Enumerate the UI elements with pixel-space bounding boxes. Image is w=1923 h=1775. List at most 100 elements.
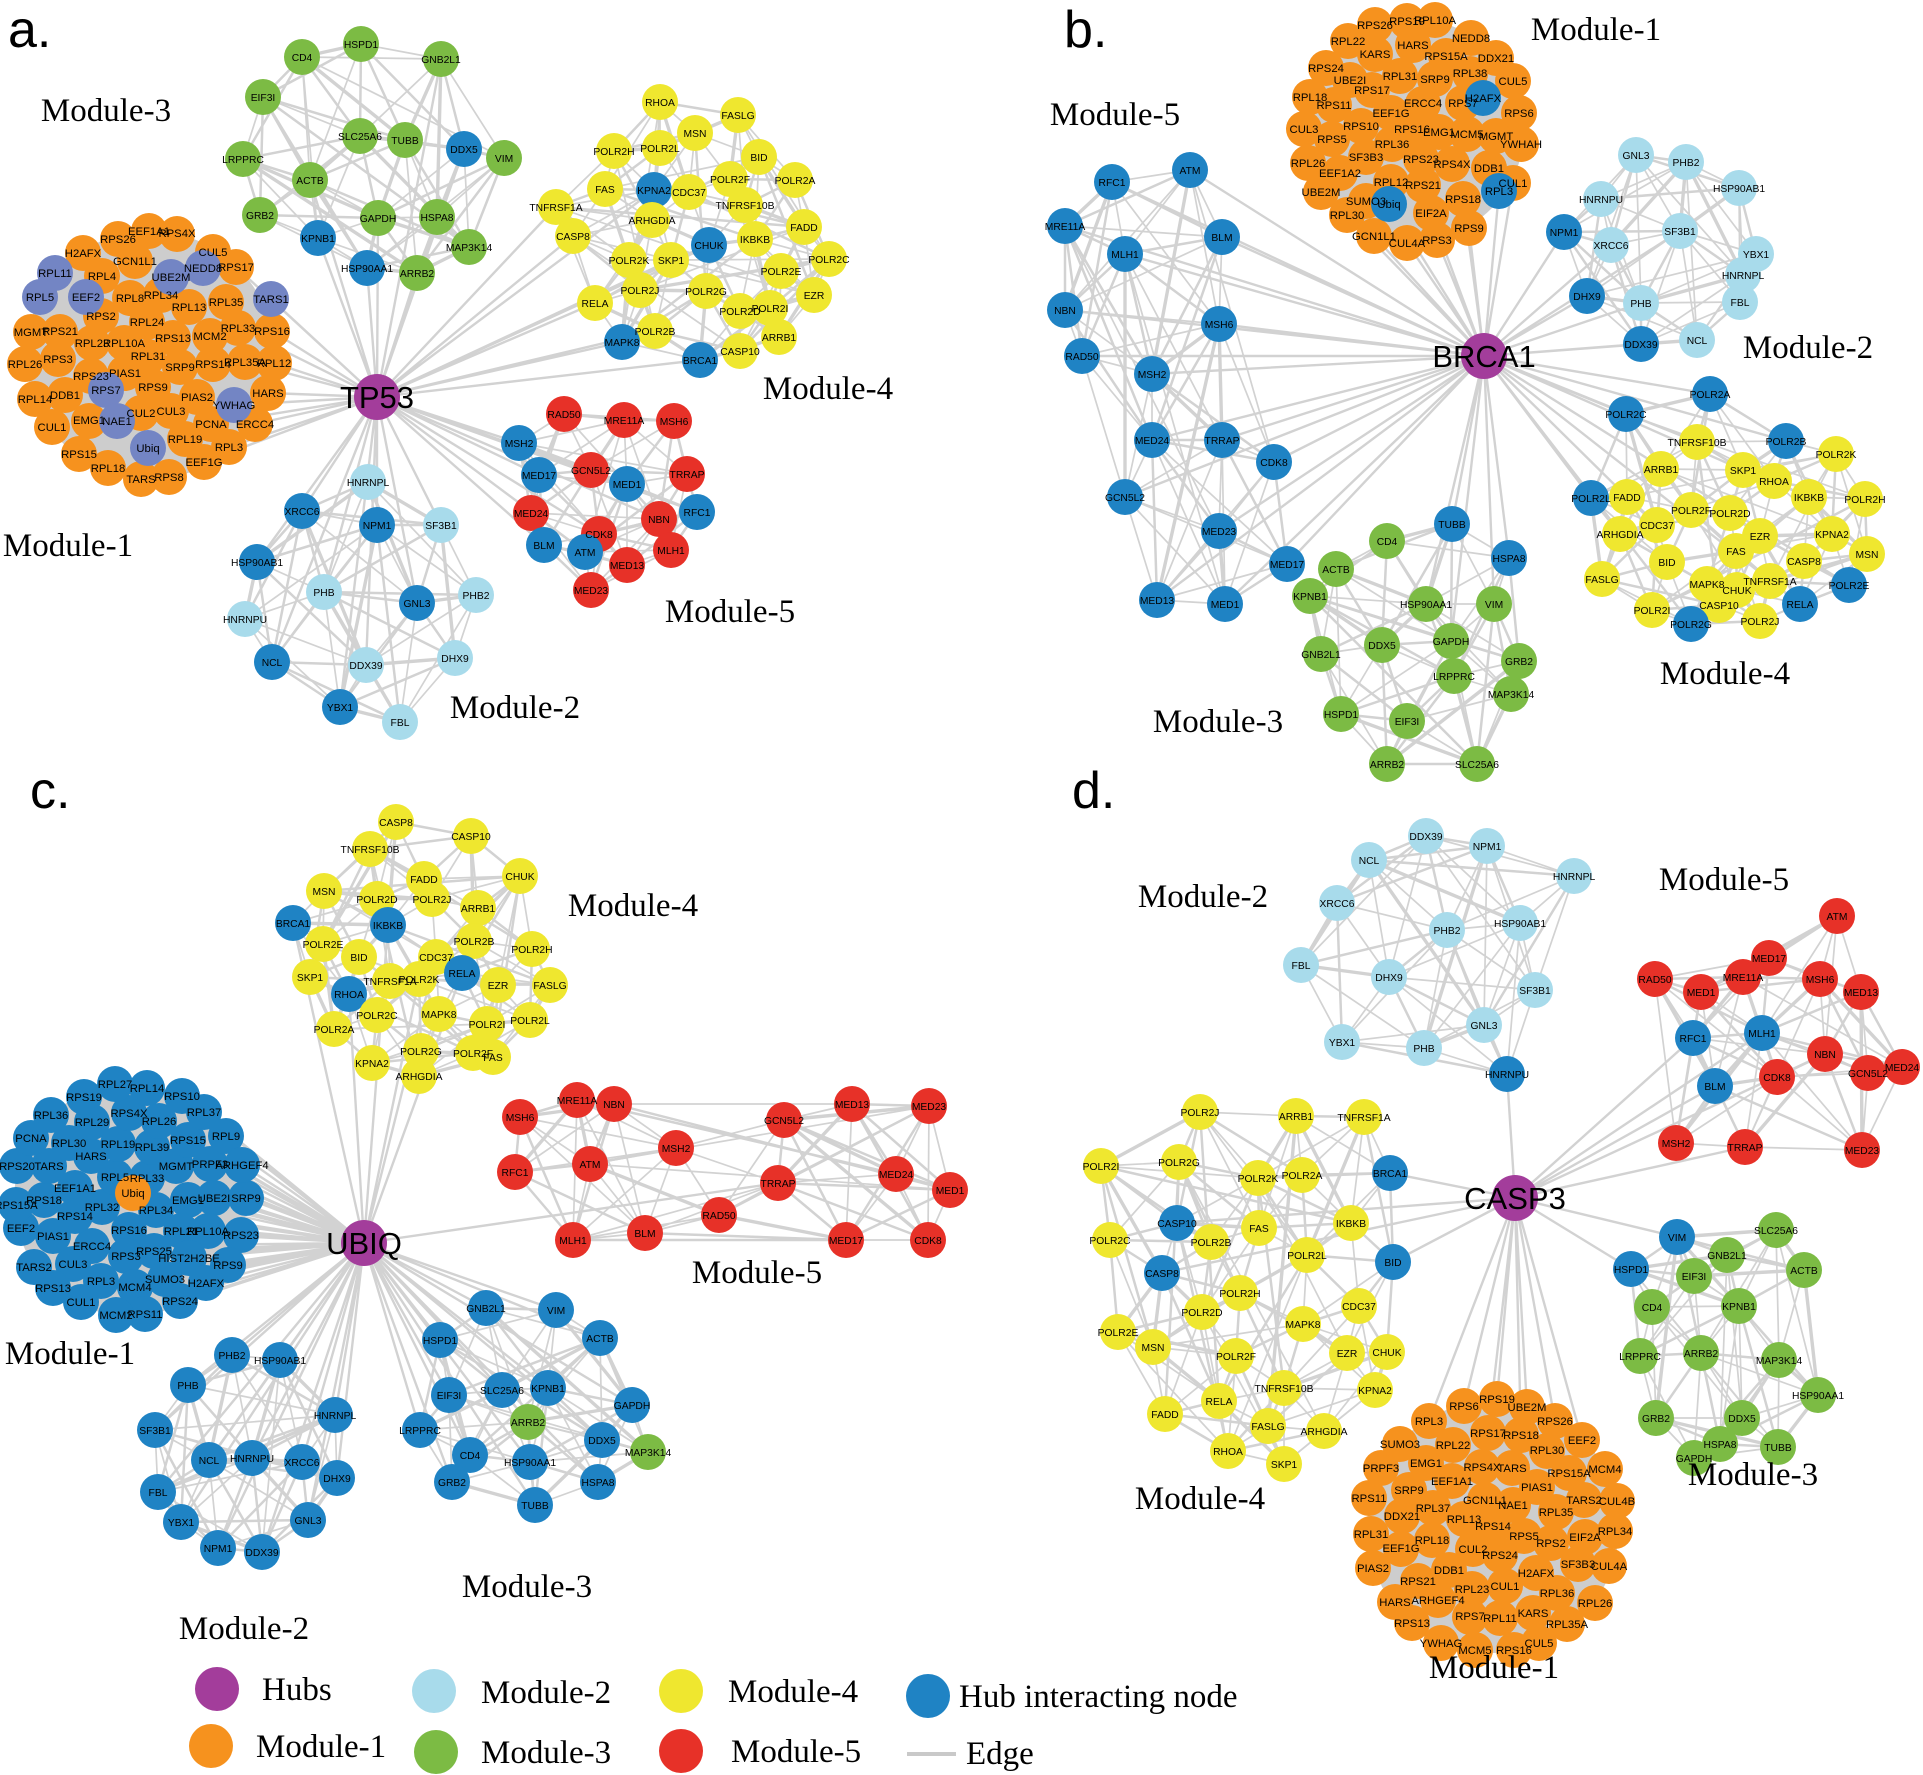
svg-text:HSP90AB1: HSP90AB1	[1713, 184, 1765, 195]
svg-text:ARRB1: ARRB1	[461, 904, 496, 915]
svg-text:MSN: MSN	[684, 129, 707, 140]
svg-text:PIAS2: PIAS2	[181, 392, 213, 404]
svg-text:ARHGEF4: ARHGEF4	[215, 1160, 268, 1172]
svg-text:PHB: PHB	[1630, 299, 1651, 310]
svg-text:POLR2G: POLR2G	[400, 1047, 442, 1058]
svg-text:GRB2: GRB2	[1642, 1414, 1670, 1425]
svg-text:EEF1A1: EEF1A1	[54, 1183, 96, 1195]
svg-text:CASP8: CASP8	[1787, 557, 1821, 568]
svg-text:EMG1: EMG1	[73, 415, 105, 427]
svg-text:IKBKB: IKBKB	[1794, 493, 1824, 504]
svg-text:Module-3: Module-3	[1153, 704, 1283, 740]
svg-text:RHOA: RHOA	[1759, 477, 1789, 488]
svg-text:EMG1: EMG1	[1423, 127, 1455, 139]
svg-text:GNL3: GNL3	[295, 1516, 322, 1527]
svg-text:KPNA2: KPNA2	[355, 1059, 389, 1070]
svg-text:RPL38: RPL38	[1453, 68, 1488, 80]
svg-text:TNFRSF10B: TNFRSF10B	[341, 845, 400, 856]
svg-text:TNFRSF1A: TNFRSF1A	[1337, 1113, 1390, 1124]
svg-text:Module-2: Module-2	[1743, 330, 1873, 366]
svg-text:GNB2L1: GNB2L1	[421, 55, 461, 66]
svg-text:GCN5L2: GCN5L2	[1105, 493, 1145, 504]
svg-text:FASLG: FASLG	[1251, 1422, 1284, 1433]
svg-text:CDK8: CDK8	[1763, 1073, 1791, 1084]
svg-text:CDK8: CDK8	[914, 1236, 942, 1247]
svg-text:BLM: BLM	[533, 541, 554, 552]
svg-text:MGMT: MGMT	[1479, 131, 1514, 143]
svg-text:RPS4X: RPS4X	[110, 1108, 148, 1120]
svg-text:GRB2: GRB2	[1505, 657, 1533, 668]
svg-text:YBX1: YBX1	[1329, 1038, 1356, 1049]
svg-text:PIAS1: PIAS1	[1521, 1482, 1553, 1494]
svg-text:VIM: VIM	[495, 154, 513, 165]
svg-text:MRE11A: MRE11A	[1723, 973, 1764, 984]
svg-text:RELA: RELA	[1787, 600, 1814, 611]
svg-text:FADD: FADD	[410, 875, 437, 886]
svg-text:MSN: MSN	[1142, 1343, 1165, 1354]
svg-text:RPS5: RPS5	[1509, 1531, 1539, 1543]
svg-text:DDX21: DDX21	[1384, 1511, 1420, 1523]
svg-text:IKBKB: IKBKB	[373, 921, 403, 932]
svg-text:NCL: NCL	[1359, 856, 1380, 867]
svg-text:Module-5: Module-5	[665, 594, 795, 630]
svg-text:NAE1: NAE1	[102, 416, 132, 428]
svg-text:Hub interacting node: Hub interacting node	[959, 1679, 1238, 1715]
svg-text:RPL13: RPL13	[172, 302, 207, 314]
svg-text:FBL: FBL	[1292, 961, 1311, 972]
svg-text:KPNB1: KPNB1	[531, 1384, 565, 1395]
svg-text:RPL37: RPL37	[1416, 1503, 1451, 1515]
svg-text:Module-2: Module-2	[1138, 879, 1268, 915]
svg-text:ARHGDIA: ARHGDIA	[396, 1072, 443, 1083]
svg-text:POLR2A: POLR2A	[1282, 1171, 1323, 1182]
svg-text:NPM1: NPM1	[204, 1544, 233, 1555]
svg-text:MAP3K14: MAP3K14	[1488, 690, 1535, 701]
svg-text:KPNA2: KPNA2	[1815, 530, 1849, 541]
svg-text:POLR2E: POLR2E	[303, 940, 344, 951]
svg-text:RPL26: RPL26	[1578, 1598, 1613, 1610]
svg-text:H2AFX: H2AFX	[65, 248, 102, 260]
svg-text:UBE2I: UBE2I	[198, 1193, 231, 1205]
svg-text:POLR2J: POLR2J	[621, 286, 660, 297]
svg-text:UBE2M: UBE2M	[152, 272, 191, 284]
svg-text:POLR2C: POLR2C	[1089, 1236, 1131, 1247]
svg-text:POLR2L: POLR2L	[640, 144, 680, 155]
svg-text:RPS23: RPS23	[1403, 154, 1439, 166]
svg-text:RPS15: RPS15	[170, 1135, 206, 1147]
svg-text:NCL: NCL	[262, 658, 283, 669]
svg-text:ATM: ATM	[575, 548, 596, 559]
svg-text:KARS: KARS	[1360, 49, 1391, 61]
svg-text:RPL11: RPL11	[38, 268, 72, 280]
svg-text:RPS20: RPS20	[0, 1161, 35, 1173]
svg-text:RPS11: RPS11	[1317, 100, 1352, 112]
svg-text:SKP1: SKP1	[1730, 466, 1757, 477]
svg-text:CD4: CD4	[1377, 537, 1398, 548]
svg-text:Edge: Edge	[966, 1736, 1034, 1772]
svg-text:FASLG: FASLG	[1585, 575, 1618, 586]
svg-text:POLR2K: POLR2K	[1816, 450, 1857, 461]
svg-text:GAPDH: GAPDH	[1676, 1454, 1713, 1465]
svg-text:Module-1: Module-1	[256, 1729, 386, 1765]
svg-text:LRPPRC: LRPPRC	[222, 155, 264, 166]
svg-text:RPL35: RPL35	[1539, 1507, 1574, 1519]
svg-text:EEF1A1: EEF1A1	[128, 226, 170, 238]
svg-text:MED24: MED24	[1135, 436, 1170, 447]
svg-text:CUL4A: CUL4A	[1591, 1561, 1628, 1573]
svg-text:POLR2C: POLR2C	[356, 1011, 398, 1022]
svg-text:TUBB: TUBB	[1764, 1443, 1792, 1454]
svg-text:CD4: CD4	[1642, 1303, 1663, 1314]
svg-text:YWHAG: YWHAG	[1420, 1638, 1463, 1650]
svg-text:EEF1A1: EEF1A1	[1431, 1476, 1473, 1488]
svg-text:XRCC6: XRCC6	[285, 507, 320, 518]
svg-text:MLH1: MLH1	[1111, 250, 1139, 261]
svg-text:PRPF3: PRPF3	[192, 1159, 228, 1171]
svg-text:FAS: FAS	[1249, 1224, 1269, 1235]
svg-text:POLR2C: POLR2C	[808, 255, 850, 266]
svg-text:VIM: VIM	[1485, 600, 1503, 611]
svg-text:CUL2: CUL2	[127, 408, 156, 420]
svg-text:RPL9: RPL9	[212, 1131, 240, 1143]
svg-text:RPS11: RPS11	[1352, 1493, 1387, 1505]
svg-text:RPL36: RPL36	[34, 1110, 69, 1122]
svg-text:RPS5: RPS5	[1317, 134, 1347, 146]
svg-text:RPL14: RPL14	[130, 1083, 165, 1095]
svg-text:SF3B3: SF3B3	[1561, 1559, 1596, 1571]
